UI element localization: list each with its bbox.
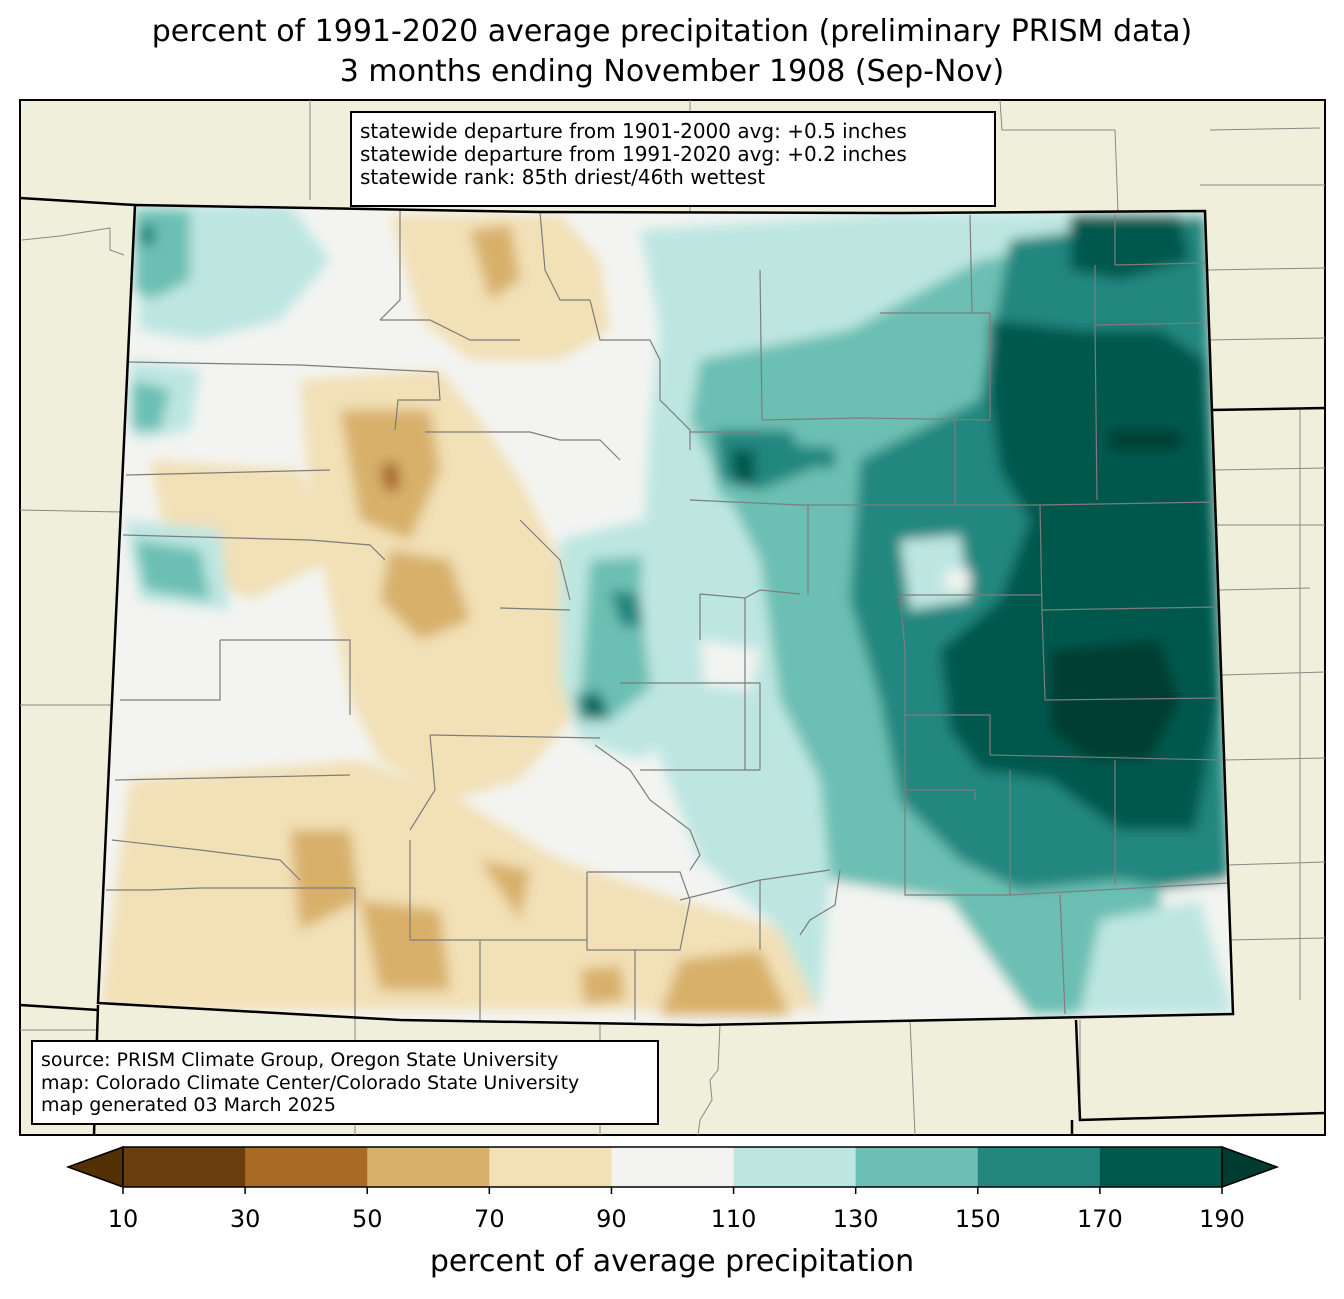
colorbar-segment — [855, 1147, 979, 1187]
stats-rank: statewide rank: 85th driest/46th wettest — [360, 165, 766, 189]
colorbar-segment — [245, 1147, 368, 1187]
colorbar-segment — [1099, 1147, 1223, 1187]
map-credit-line: map: Colorado Climate Center/Colorado St… — [41, 1071, 580, 1094]
colorbar-tick-label: 30 — [229, 1205, 261, 1233]
colorbar-tick-label: 150 — [954, 1205, 1001, 1233]
stats-departure-1991-2020: statewide departure from 1991-2020 avg: … — [360, 142, 907, 166]
colorbar-label: percent of average precipitation — [429, 1244, 915, 1279]
generated-date-line: map generated 03 March 2025 — [41, 1094, 336, 1116]
colorbar-segment — [733, 1147, 857, 1187]
colorbar-tick-label: 190 — [1199, 1205, 1245, 1233]
statewide-stats-box: statewide departure from 1901-2000 avg: … — [350, 111, 996, 207]
colorado-county-lines — [106, 210, 1229, 1020]
colorbar-segment — [977, 1147, 1101, 1187]
map-subtitle: 3 months ending November 1908 (Sep-Nov) — [339, 54, 1005, 89]
colorbar-tick-label: 70 — [474, 1205, 505, 1233]
colorado-border — [96, 203, 1235, 1027]
stats-departure-1901-2000: statewide departure from 1901-2000 avg: … — [360, 119, 907, 143]
source-box: source: PRISM Climate Group, Oregon Stat… — [31, 1040, 659, 1125]
colorbar-tick-label: 50 — [351, 1205, 383, 1233]
colorbar-tick-label: 110 — [710, 1205, 757, 1233]
colorbar-segment — [367, 1147, 490, 1187]
colorbar-segment — [611, 1147, 735, 1187]
colorbar-over-arrow — [1221, 1145, 1280, 1189]
colorbar-tick-label: 10 — [107, 1205, 139, 1233]
colorbar-under-arrow — [65, 1145, 124, 1189]
map-title: percent of 1991-2020 average precipitati… — [151, 14, 1193, 49]
colorbar-tick-label: 170 — [1076, 1205, 1123, 1233]
source-line: source: PRISM Climate Group, Oregon Stat… — [41, 1049, 559, 1071]
colorbar-tick-label: 130 — [832, 1205, 879, 1233]
colorado-precip-field — [98, 205, 1233, 1025]
colorbar-segment — [489, 1147, 612, 1187]
colorbar-tick-label: 90 — [596, 1205, 627, 1233]
neighbor-county-lines — [19, 99, 1326, 1136]
colorbar — [65, 1145, 1280, 1194]
colorbar-outline — [122, 1146, 1223, 1188]
colorbar-segment — [123, 1147, 246, 1187]
